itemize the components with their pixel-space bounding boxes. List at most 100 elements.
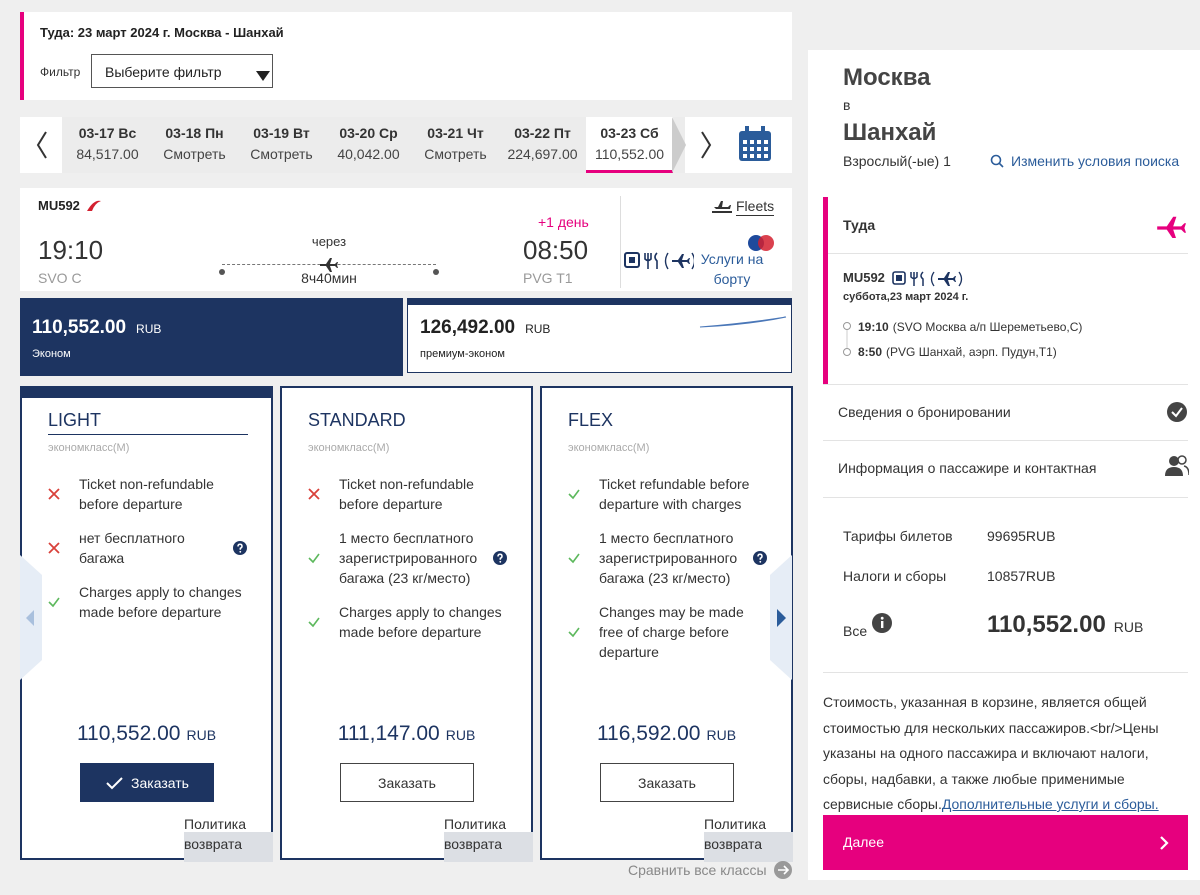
cabin-name: премиум-эконом: [420, 348, 505, 360]
icon-part: [778, 865, 790, 875]
book-label: Заказать: [378, 774, 436, 791]
service-icons: [624, 251, 696, 271]
segment-time: 19:10 (SVO Москва а/п Шереметьево,С): [858, 320, 1083, 334]
scroll-left[interactable]: [20, 555, 42, 680]
icon: [712, 201, 732, 213]
feature: Changes may be made free of charge befor…: [564, 602, 789, 662]
passenger-info[interactable]: Информация о пассажире и контактная: [838, 460, 1097, 476]
icon: [308, 488, 320, 500]
segment-place: (PVG Шанхай, аэрп. Пудун,T1): [886, 345, 1057, 359]
divider: [823, 672, 1188, 673]
fleets-link[interactable]: Fleets: [736, 198, 775, 216]
tab-price: 84,517.00: [76, 146, 139, 162]
icon-part: [48, 488, 60, 500]
alliance-logo: [746, 234, 776, 252]
icon-part: [499, 560, 502, 563]
cross-icon: [47, 541, 61, 555]
next-button[interactable]: Далее: [823, 815, 1188, 870]
taxes-value: 10857RUB: [987, 568, 1056, 584]
refund-link[interactable]: Политика возврата: [704, 816, 766, 852]
icon: [1160, 836, 1169, 850]
icon-part: [1171, 407, 1183, 418]
fare-card: LIGHT экономкласс(M) Ticket non-refundable…: [20, 386, 273, 862]
tab-date: 03-17 Вс: [78, 125, 137, 141]
prev-dates[interactable]: [34, 130, 50, 160]
services-link[interactable]: Услуги на борту: [700, 251, 764, 287]
calendar-button[interactable]: [738, 126, 772, 162]
arrival-time: 08:50: [523, 235, 589, 265]
book-button[interactable]: Заказать: [600, 763, 734, 802]
compare-arrow[interactable]: [774, 861, 792, 879]
feature-list: Ticket non-refundable before departure 1 …: [304, 474, 529, 724]
date-tab[interactable]: 03-17 Вс 84,517.00: [64, 117, 151, 173]
filter-label: Фильтр: [40, 65, 81, 79]
icon-part: [320, 258, 338, 272]
icon-part: [745, 126, 749, 135]
icon: [20, 555, 42, 680]
help-icon[interactable]: [493, 551, 507, 565]
check-icon: [567, 625, 581, 639]
info-icon[interactable]: [872, 613, 892, 633]
feature-text: 1 место бесплатного зарегистрированного …: [599, 530, 738, 586]
fare-class: экономкласс(M): [48, 442, 130, 454]
tab-date: 03-19 Вт: [253, 125, 310, 141]
fare-class: экономкласс(M): [568, 442, 650, 454]
icon-part: [712, 201, 732, 213]
filter-select[interactable]: Выберите фильтр: [91, 54, 273, 88]
date-tab[interactable]: 03-18 Пн Смотреть: [151, 117, 238, 173]
icon-part: [1165, 467, 1183, 476]
feature-text: Changes may be made free of charge befor…: [599, 604, 744, 660]
book-button[interactable]: Заказать: [340, 763, 474, 802]
feature-text: Charges apply to changes made before dep…: [339, 604, 502, 640]
total-label: Все: [843, 623, 868, 639]
cabin-option[interactable]: 110,552.00 RUB Эконом: [20, 298, 403, 376]
fare-currency: RUB: [706, 727, 737, 743]
fare-price: 116,592.00 RUB: [596, 722, 737, 745]
change-search-link[interactable]: Изменить условия поиска: [1011, 153, 1180, 169]
taxes-label: Налоги и сборы: [843, 568, 947, 584]
check-icon: [567, 487, 581, 501]
icon: [433, 269, 439, 275]
summary-flight-number: MU592: [843, 270, 885, 285]
search-icon: [990, 154, 1004, 168]
date-tab[interactable]: 03-23 Сб 110,552.00: [586, 117, 673, 173]
cabin-name: Эконом: [32, 348, 71, 360]
booking-details[interactable]: Сведения о бронировании: [838, 404, 1011, 420]
icon-part: [930, 271, 963, 287]
date-tab[interactable]: 03-20 Ср 40,042.00: [325, 117, 412, 173]
icon: [701, 131, 712, 159]
date-tab[interactable]: 03-21 Чт Смотреть: [412, 117, 499, 173]
fare-class: экономкласс(M): [308, 442, 390, 454]
compare-link[interactable]: Сравнить все классы: [628, 862, 767, 878]
help-icon[interactable]: [753, 551, 767, 565]
next-day: +1 день: [538, 214, 589, 230]
book-button[interactable]: Заказать: [80, 763, 214, 802]
icon-part: [239, 550, 242, 553]
icon: [233, 541, 247, 555]
icon-part: [568, 627, 580, 638]
icon-part: [910, 271, 924, 286]
icon: [568, 627, 580, 638]
icon-part: [629, 257, 635, 263]
feature-list: Ticket non-refundable before departure не…: [44, 474, 269, 724]
divider: [823, 497, 1188, 498]
check-icon: [47, 595, 61, 609]
icon: [843, 322, 851, 356]
cabin-option[interactable]: 126,492.00 RUB премиум-эконом: [407, 298, 792, 373]
filter-placeholder: Выберите фильтр: [105, 64, 222, 80]
next-dates[interactable]: [698, 130, 714, 160]
refund-link[interactable]: Политика возврата: [184, 816, 246, 852]
summary-service-icons: [892, 270, 966, 288]
fare-currency: RUB: [186, 727, 217, 743]
date-tab[interactable]: 03-22 Пт 224,697.00: [499, 117, 586, 173]
icon-part: [739, 131, 771, 161]
scroll-right[interactable]: [770, 555, 792, 680]
extra-fees-link[interactable]: Дополнительные услуги и сборы.: [941, 796, 1159, 812]
date-tab[interactable]: 03-19 Вт Смотреть: [238, 117, 325, 173]
fare-card: STANDARD экономкласс(M) Ticket non-refunda…: [280, 386, 533, 862]
refund-link[interactable]: Политика возврата: [444, 816, 506, 852]
icon-part: [743, 147, 747, 151]
icon-part: [308, 617, 320, 628]
icon-part: [624, 252, 640, 268]
help-icon[interactable]: [233, 541, 247, 555]
